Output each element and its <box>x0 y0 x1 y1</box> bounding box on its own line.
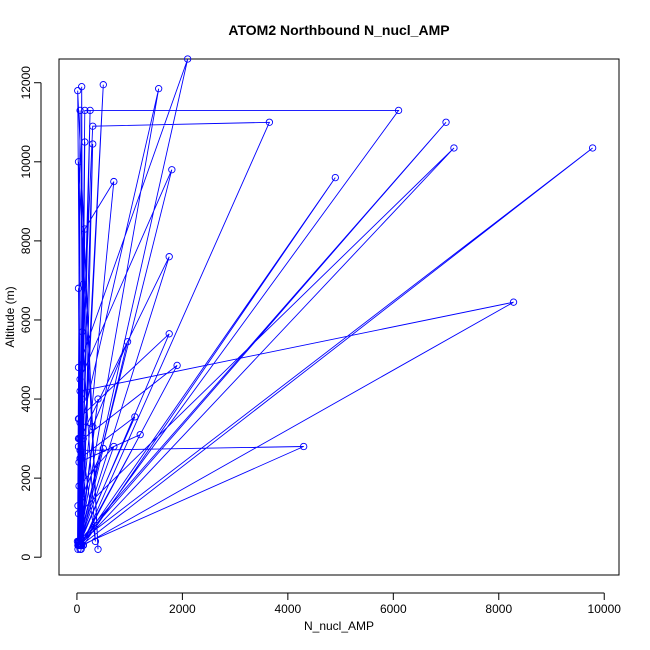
data-point <box>75 434 83 443</box>
data-point <box>75 482 83 490</box>
data-point <box>74 442 83 451</box>
data-point <box>265 118 274 126</box>
data-point <box>77 494 85 502</box>
y-tick-label: 8000 <box>19 227 33 254</box>
data-point <box>331 173 339 182</box>
data-point <box>588 144 597 152</box>
data-point <box>165 330 173 338</box>
data-point <box>77 541 85 549</box>
data-point <box>74 158 83 166</box>
y-tick-label: 4000 <box>19 385 33 412</box>
data-point <box>74 86 82 95</box>
y-tick-label: 10000 <box>19 145 33 179</box>
data-point <box>76 419 84 427</box>
x-tick-label: 2000 <box>169 602 196 616</box>
data-point <box>79 434 87 443</box>
data-point <box>74 415 83 423</box>
data-point <box>442 118 450 126</box>
data-point <box>75 458 83 466</box>
x-tick-label: 0 <box>74 602 81 616</box>
data-point <box>81 225 89 233</box>
data-point <box>300 442 308 451</box>
data-point <box>155 85 163 93</box>
x-tick-label: 6000 <box>380 602 407 616</box>
data-point <box>78 328 86 336</box>
x-axis: 0 2000 4000 6000 8000 10000 <box>74 592 622 616</box>
x-tick-label: 10000 <box>588 602 622 616</box>
data-point <box>99 81 107 89</box>
data-point <box>94 545 102 553</box>
y-axis: 0 2000 4000 6000 8000 10000 12000 <box>19 66 42 561</box>
data-point <box>76 446 84 455</box>
y-tick-label: 6000 <box>19 306 33 333</box>
data-point <box>136 430 144 439</box>
data-point <box>91 537 100 546</box>
data-point <box>165 253 173 261</box>
data-point <box>74 537 83 546</box>
data-point <box>74 502 82 510</box>
y-tick-label: 0 <box>19 554 33 561</box>
data-point <box>74 510 83 518</box>
data-point <box>394 106 403 115</box>
x-tick-label: 4000 <box>274 602 301 616</box>
data-point <box>81 138 89 146</box>
data-point <box>78 83 86 91</box>
data-point <box>76 454 84 463</box>
data-point <box>94 395 102 403</box>
y-tick-label: 12000 <box>19 66 33 100</box>
data-point <box>76 387 84 395</box>
data-point <box>79 541 87 549</box>
data-point <box>76 106 84 115</box>
data-point <box>89 140 97 148</box>
data-point <box>173 361 181 370</box>
data-point <box>184 55 192 63</box>
data-point <box>110 442 118 451</box>
data-point <box>509 298 518 306</box>
data-layer <box>73 55 597 553</box>
data-point <box>450 144 458 152</box>
data-point <box>110 177 118 186</box>
chart-title: ATOM2 Northbound N_nucl_AMP <box>228 22 449 38</box>
data-point <box>89 122 97 130</box>
y-tick-label: 2000 <box>19 464 33 491</box>
x-axis-label: N_nucl_AMP <box>304 619 374 633</box>
data-point <box>123 338 132 346</box>
data-point <box>86 106 94 115</box>
data-point <box>78 395 86 403</box>
data-point <box>168 166 176 174</box>
data-point <box>99 444 107 453</box>
data-point <box>74 363 83 372</box>
series-line <box>77 58 593 550</box>
data-point <box>74 284 83 292</box>
data-point <box>81 106 89 115</box>
x-tick-label: 8000 <box>485 602 512 616</box>
data-point <box>76 375 84 383</box>
data-point <box>89 423 97 431</box>
y-axis-label: Altitude (m) <box>3 286 17 347</box>
plot-frame <box>58 58 620 576</box>
data-point <box>79 280 87 289</box>
data-point <box>131 413 139 421</box>
